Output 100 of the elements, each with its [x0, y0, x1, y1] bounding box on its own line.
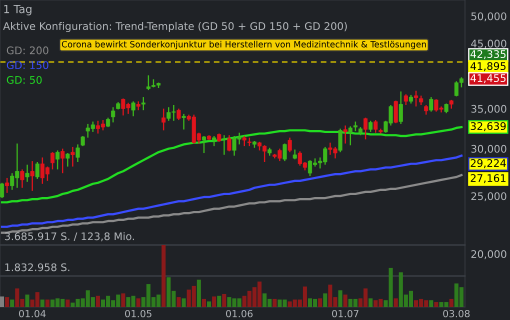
- chart-subtitle: 1 Tag: [4, 4, 32, 16]
- text: 41,455: [470, 74, 506, 84]
- bar: [207, 301, 212, 307]
- x-tick-label: 01.07: [332, 310, 358, 318]
- candlestick: [429, 96, 434, 112]
- annotation: Aktive Konfiguration: Trend-Template (GD 50 + GD 150 + GD 200): [3, 22, 347, 32]
- bar: [136, 298, 140, 307]
- bar: [318, 298, 322, 307]
- bar: [96, 296, 100, 307]
- bar: [343, 294, 348, 307]
- ref-line-label: 1.832.958 S.: [5, 263, 70, 272]
- candlestick: [60, 148, 65, 174]
- bar: [434, 302, 438, 307]
- annotation: Corona bewirkt Sonderkonjunktur bei Herstellern von Medizintechnik & Testlösungen: [62, 40, 426, 50]
- text: 42,335: [470, 50, 506, 60]
- bar: [5, 297, 10, 307]
- candlestick: [444, 102, 448, 114]
- candlestick: [368, 120, 373, 133]
- candlestick: [0, 182, 4, 199]
- candlestick: [176, 108, 181, 121]
- text: GD: 150: [6, 61, 48, 70]
- candlestick: [364, 117, 368, 140]
- y-tick-label: 25,000: [471, 192, 506, 202]
- candlestick: [414, 90, 418, 108]
- candlestick: [56, 150, 60, 170]
- bar: [429, 300, 434, 307]
- y-tick-label: 35,000: [471, 104, 506, 114]
- text: GD: 50: [6, 76, 42, 84]
- bar: [25, 294, 30, 307]
- x-tick-label: 01.05: [125, 310, 152, 318]
- candlestick: [404, 94, 408, 106]
- candlestick: [162, 108, 166, 131]
- candlestick: [202, 135, 206, 154]
- candlestick: [242, 135, 246, 147]
- text: 27,161: [470, 174, 506, 184]
- bar: [212, 296, 216, 307]
- bar: [162, 245, 166, 307]
- ref-line-label: 3.685.917 S. / 123,8 Mio.: [4, 232, 134, 242]
- bar: [176, 297, 181, 307]
- candlestick: [35, 161, 40, 180]
- y-tick-label: 20,000: [471, 250, 506, 260]
- bar: [66, 300, 70, 307]
- candlestick: [374, 119, 378, 134]
- line-series: [0, 174, 463, 234]
- candlestick: [5, 177, 10, 194]
- x-tick-label: 03.08: [443, 310, 470, 318]
- candlestick: [20, 168, 24, 188]
- bar: [182, 298, 186, 307]
- bar: [449, 298, 454, 307]
- bar: [196, 280, 201, 307]
- line-series: [0, 154, 463, 228]
- candlestick: [182, 113, 186, 130]
- line-series: [0, 126, 463, 204]
- candlestick: [353, 120, 358, 132]
- candlestick: [80, 135, 85, 147]
- candlestick: [131, 100, 136, 117]
- candlestick: [338, 128, 342, 153]
- candlestick: [288, 137, 292, 153]
- candlestick: [292, 148, 297, 160]
- candlestick: [398, 90, 403, 125]
- text: 29,224: [470, 159, 506, 168]
- candlestick: [70, 146, 75, 168]
- candlestick: [348, 126, 352, 146]
- candlestick: [66, 152, 70, 168]
- candlestick: [419, 95, 424, 106]
- candlestick: [282, 142, 287, 162]
- y-tick-label: 45,000: [471, 40, 506, 49]
- bar: [40, 300, 44, 307]
- candlestick: [106, 117, 110, 128]
- candlestick: [30, 160, 34, 192]
- candlestick: [50, 152, 55, 170]
- bar: [0, 296, 4, 307]
- text: 41,895: [470, 62, 506, 72]
- candlestick: [141, 96, 146, 111]
- bar: [222, 294, 226, 307]
- candlestick: [227, 134, 232, 152]
- bar: [323, 293, 328, 307]
- candlestick: [212, 135, 216, 147]
- candlestick: [343, 124, 348, 144]
- text: 32,639: [470, 122, 506, 132]
- text: GD: 200: [6, 46, 48, 54]
- bar: [394, 298, 398, 307]
- candlestick: [394, 100, 398, 124]
- y-tick-label: 50,000: [471, 12, 506, 22]
- candlestick: [222, 134, 226, 156]
- bar: [272, 298, 277, 307]
- candlestick: [111, 106, 116, 123]
- candlestick: [76, 144, 80, 163]
- bar: [217, 296, 222, 307]
- candlestick: [424, 104, 428, 116]
- candlestick: [25, 164, 30, 182]
- bar: [10, 300, 14, 307]
- bar: [338, 290, 342, 307]
- x-tick-label: 01.06: [226, 310, 253, 318]
- bar: [368, 298, 373, 307]
- x-tick-label: 01.04: [19, 310, 46, 318]
- bar: [45, 300, 50, 307]
- y-tick-label: 30,000: [471, 144, 506, 154]
- bar: [121, 293, 126, 307]
- bar: [202, 298, 206, 307]
